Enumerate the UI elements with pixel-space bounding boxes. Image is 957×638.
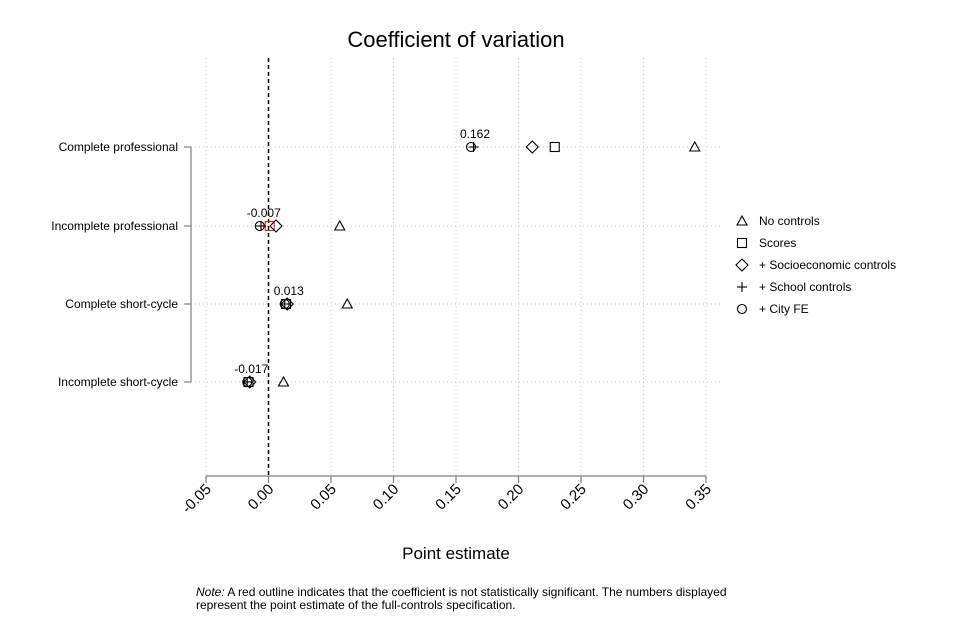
y-tick-label: Complete professional	[59, 140, 178, 154]
x-tick-label: 0.05	[307, 481, 340, 514]
x-tick-label: 0.30	[620, 481, 653, 514]
grid	[191, 58, 720, 476]
legend-marker-diamond	[735, 258, 749, 272]
x-tick-label: 0.15	[432, 481, 465, 514]
x-tick-label: 0.00	[245, 481, 278, 514]
data-point-triangle	[688, 140, 701, 152]
legend-label: + Socioeconomic controls	[759, 258, 896, 272]
data-marks	[242, 140, 701, 389]
legend: No controls Scores + Socioeconomic control…	[735, 214, 896, 316]
data-point-diamond	[269, 219, 283, 233]
footnote: Note: A red outline indicates that the c…	[196, 586, 756, 612]
data-point-triangle	[341, 297, 354, 309]
legend-label: No controls	[759, 214, 820, 228]
point-label: 0.013	[274, 284, 304, 298]
footnote-text: A red outline indicates that the coeffic…	[196, 585, 727, 612]
legend-marker-triangle	[736, 214, 748, 226]
data-point-plus	[468, 142, 479, 152]
point-labels: 0.162 -0.007 0.013 -0.017	[234, 127, 490, 376]
data-point-plus	[242, 377, 253, 387]
data-point-square	[549, 141, 560, 153]
x-tick-label: 0.25	[557, 481, 590, 514]
point-label: 0.162	[460, 127, 490, 141]
x-tick-label: 0.20	[495, 481, 528, 514]
x-tick-label: 0.10	[370, 481, 403, 514]
data-point-diamond	[280, 297, 295, 311]
data-point-circle	[254, 220, 265, 232]
point-label: -0.007	[247, 206, 281, 220]
data-point-diamond	[525, 140, 540, 154]
legend-label: + School controls	[759, 280, 851, 294]
data-point-triangle	[333, 219, 346, 231]
data-point-diamond	[242, 375, 257, 389]
axes: Complete professional Incomplete professi…	[51, 58, 715, 517]
x-tick-label: 0.35	[682, 481, 715, 514]
legend-label: Scores	[759, 236, 796, 250]
legend-label: + City FE	[759, 302, 809, 316]
y-tick-label: Incomplete professional	[51, 219, 178, 233]
x-tick-label: -0.05	[179, 481, 215, 517]
y-tick-label: Complete short-cycle	[65, 297, 178, 311]
data-point-circle	[465, 141, 477, 153]
legend-marker-square	[736, 237, 748, 249]
legend-marker-plus	[737, 282, 747, 292]
data-point-plus	[279, 299, 290, 309]
data-point-circle	[279, 298, 290, 310]
footnote-prefix: Note:	[196, 585, 225, 599]
data-point-circle	[242, 376, 253, 388]
x-axis-label: Point estimate	[402, 544, 510, 563]
legend-marker-circle	[736, 303, 748, 315]
data-point-triangle	[277, 375, 290, 387]
chart-title: Coefficient of variation	[347, 27, 564, 52]
y-tick-label: Incomplete short-cycle	[58, 375, 178, 389]
point-label: -0.017	[234, 362, 268, 376]
